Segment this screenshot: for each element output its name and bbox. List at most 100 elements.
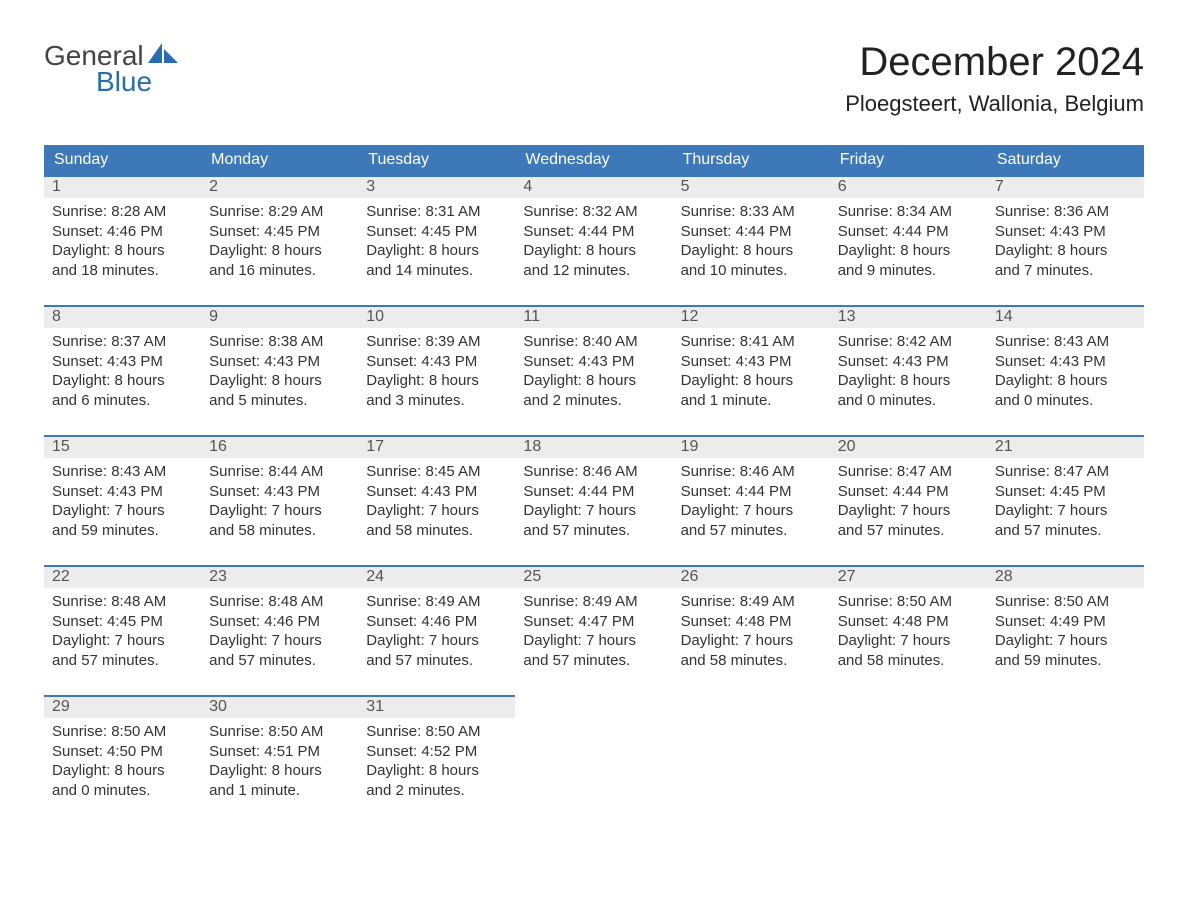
sunset-line: Sunset: 4:45 PM (209, 222, 350, 242)
day-body: Sunrise: 8:28 AMSunset: 4:46 PMDaylight:… (44, 198, 201, 286)
sunrise-line: Sunrise: 8:46 AM (681, 462, 822, 482)
day-number: 1 (44, 177, 201, 198)
sunset-label: Sunset: (209, 613, 260, 630)
sunrise-label: Sunrise: (52, 333, 107, 350)
day-cell: 5Sunrise: 8:33 AMSunset: 4:44 PMDaylight… (673, 176, 830, 306)
day-body: Sunrise: 8:50 AMSunset: 4:49 PMDaylight:… (987, 588, 1144, 676)
sunset-line: Sunset: 4:45 PM (366, 222, 507, 242)
sunset-value: 4:44 PM (736, 223, 792, 240)
sunset-value: 4:43 PM (1050, 223, 1106, 240)
daylight-line: Daylight: 8 hours and 16 minutes. (209, 241, 350, 280)
daylight-line: Daylight: 7 hours and 58 minutes. (681, 631, 822, 670)
day-number: 10 (358, 307, 515, 328)
daylight-label: Daylight: (366, 762, 424, 779)
sunset-value: 4:50 PM (107, 743, 163, 760)
calendar-week-row: 1Sunrise: 8:28 AMSunset: 4:46 PMDaylight… (44, 176, 1144, 306)
daylight-line: Daylight: 8 hours and 12 minutes. (523, 241, 664, 280)
day-number: 8 (44, 307, 201, 328)
sunset-label: Sunset: (366, 613, 417, 630)
sunset-line: Sunset: 4:44 PM (838, 482, 979, 502)
sunset-value: 4:43 PM (421, 483, 477, 500)
sunset-value: 4:44 PM (893, 223, 949, 240)
day-cell: 25Sunrise: 8:49 AMSunset: 4:47 PMDayligh… (515, 566, 672, 696)
day-number: 5 (673, 177, 830, 198)
day-number: 17 (358, 437, 515, 458)
sunrise-line: Sunrise: 8:50 AM (995, 592, 1136, 612)
sunset-value: 4:43 PM (893, 353, 949, 370)
sunrise-value: 8:47 AM (897, 463, 952, 480)
daylight-line: Daylight: 7 hours and 57 minutes. (366, 631, 507, 670)
sunset-label: Sunset: (52, 483, 103, 500)
day-body: Sunrise: 8:33 AMSunset: 4:44 PMDaylight:… (673, 198, 830, 286)
daylight-label: Daylight: (995, 502, 1053, 519)
daylight-label: Daylight: (209, 632, 267, 649)
day-number: 21 (987, 437, 1144, 458)
day-cell: 13Sunrise: 8:42 AMSunset: 4:43 PMDayligh… (830, 306, 987, 436)
sunset-line: Sunset: 4:51 PM (209, 742, 350, 762)
sunrise-label: Sunrise: (681, 463, 736, 480)
daylight-label: Daylight: (995, 372, 1053, 389)
sunrise-value: 8:49 AM (583, 593, 638, 610)
title-block: December 2024 Ploegsteert, Wallonia, Bel… (845, 40, 1144, 117)
day-number: 29 (44, 697, 201, 718)
sunrise-value: 8:50 AM (897, 593, 952, 610)
daylight-line: Daylight: 7 hours and 57 minutes. (838, 501, 979, 540)
sunset-label: Sunset: (995, 353, 1046, 370)
sunrise-value: 8:48 AM (111, 593, 166, 610)
day-body: Sunrise: 8:50 AMSunset: 4:50 PMDaylight:… (44, 718, 201, 806)
sunset-value: 4:43 PM (421, 353, 477, 370)
sunset-value: 4:43 PM (578, 353, 634, 370)
sunrise-label: Sunrise: (209, 463, 264, 480)
daylight-label: Daylight: (681, 372, 739, 389)
daylight-label: Daylight: (523, 632, 581, 649)
sunrise-label: Sunrise: (838, 463, 893, 480)
sunrise-line: Sunrise: 8:47 AM (838, 462, 979, 482)
weekday-header: Thursday (673, 145, 830, 176)
sunset-value: 4:43 PM (736, 353, 792, 370)
sunset-line: Sunset: 4:46 PM (52, 222, 193, 242)
day-number: 6 (830, 177, 987, 198)
sunrise-label: Sunrise: (838, 593, 893, 610)
header-block: General Blue December 2024 Ploegsteert, … (44, 40, 1144, 117)
day-number: 23 (201, 567, 358, 588)
day-number: 11 (515, 307, 672, 328)
day-body: Sunrise: 8:45 AMSunset: 4:43 PMDaylight:… (358, 458, 515, 546)
sunset-value: 4:46 PM (421, 613, 477, 630)
day-cell: 20Sunrise: 8:47 AMSunset: 4:44 PMDayligh… (830, 436, 987, 566)
day-cell: 3Sunrise: 8:31 AMSunset: 4:45 PMDaylight… (358, 176, 515, 306)
sunset-label: Sunset: (209, 483, 260, 500)
sunset-label: Sunset: (52, 353, 103, 370)
day-number: 12 (673, 307, 830, 328)
day-cell: 19Sunrise: 8:46 AMSunset: 4:44 PMDayligh… (673, 436, 830, 566)
logo-word2: Blue (96, 66, 152, 98)
sunset-label: Sunset: (366, 223, 417, 240)
sunrise-line: Sunrise: 8:49 AM (366, 592, 507, 612)
sunset-value: 4:48 PM (893, 613, 949, 630)
sunset-value: 4:51 PM (264, 743, 320, 760)
day-body: Sunrise: 8:47 AMSunset: 4:44 PMDaylight:… (830, 458, 987, 546)
sunrise-value: 8:34 AM (897, 203, 952, 220)
sunrise-value: 8:42 AM (897, 333, 952, 350)
daylight-label: Daylight: (681, 502, 739, 519)
day-cell: 30Sunrise: 8:50 AMSunset: 4:51 PMDayligh… (201, 696, 358, 826)
day-number: 2 (201, 177, 358, 198)
sunset-line: Sunset: 4:45 PM (52, 612, 193, 632)
day-body: Sunrise: 8:44 AMSunset: 4:43 PMDaylight:… (201, 458, 358, 546)
day-number: 27 (830, 567, 987, 588)
day-number: 30 (201, 697, 358, 718)
sunset-label: Sunset: (209, 743, 260, 760)
day-body: Sunrise: 8:50 AMSunset: 4:52 PMDaylight:… (358, 718, 515, 806)
sunset-value: 4:47 PM (578, 613, 634, 630)
day-number: 4 (515, 177, 672, 198)
logo-sail-icon (148, 43, 178, 70)
day-cell: 24Sunrise: 8:49 AMSunset: 4:46 PMDayligh… (358, 566, 515, 696)
day-body: Sunrise: 8:43 AMSunset: 4:43 PMDaylight:… (44, 458, 201, 546)
sunrise-value: 8:37 AM (111, 333, 166, 350)
sunrise-value: 8:49 AM (740, 593, 795, 610)
sunset-line: Sunset: 4:43 PM (523, 352, 664, 372)
day-cell: 2Sunrise: 8:29 AMSunset: 4:45 PMDaylight… (201, 176, 358, 306)
sunrise-line: Sunrise: 8:36 AM (995, 202, 1136, 222)
day-body: Sunrise: 8:48 AMSunset: 4:46 PMDaylight:… (201, 588, 358, 676)
day-number: 18 (515, 437, 672, 458)
sunset-label: Sunset: (523, 613, 574, 630)
